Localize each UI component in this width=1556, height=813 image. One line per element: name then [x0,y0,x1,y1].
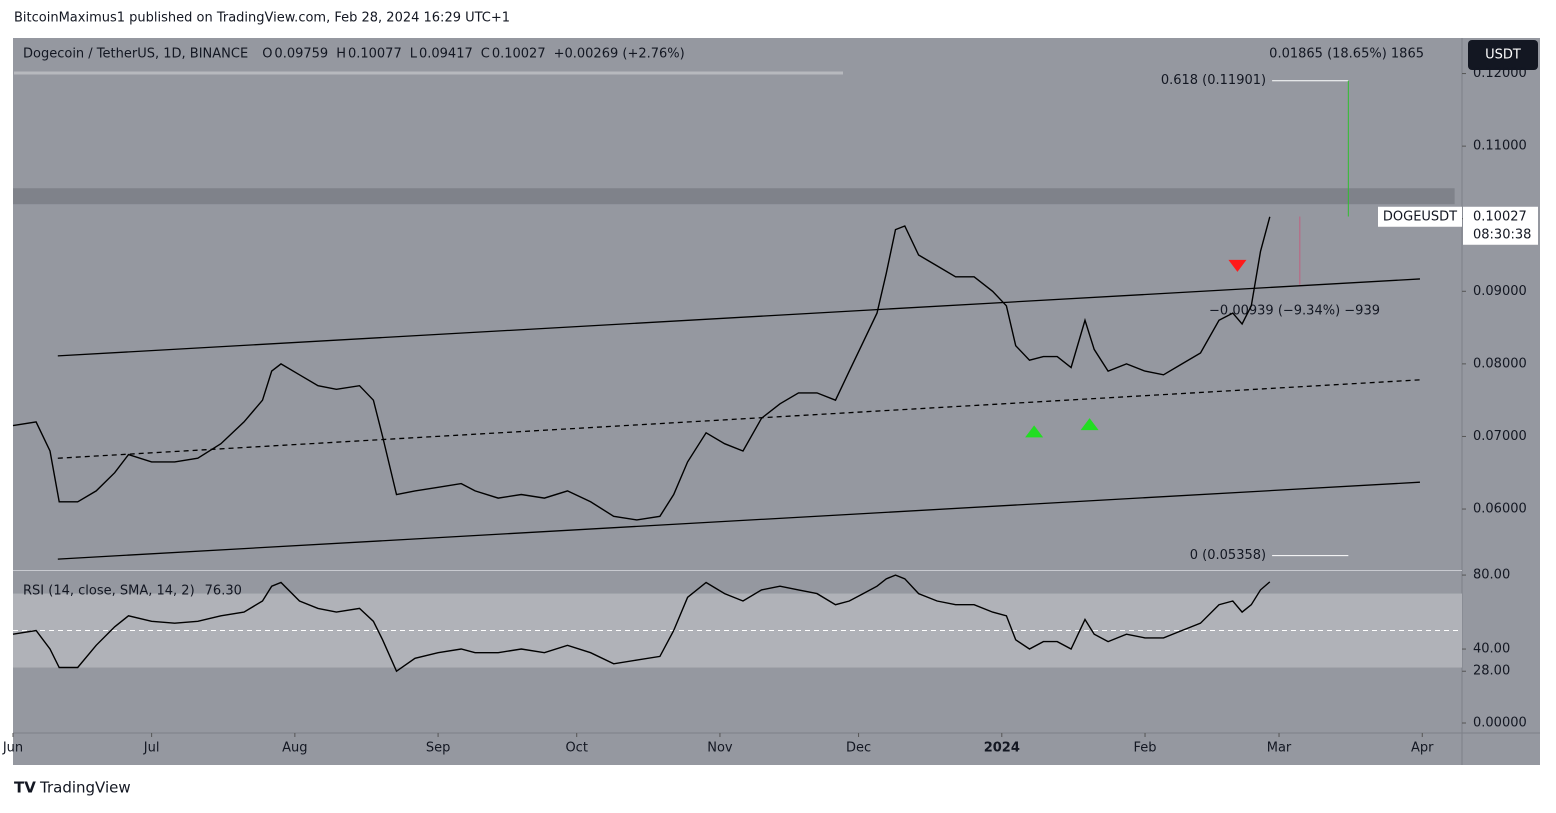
measure-label: 0.01865 (18.65%) 1865 [1269,47,1424,62]
fib-label: 0 (0.05358) [1190,548,1266,563]
ohlc-value: 0.09759 [274,47,328,62]
footer-brand: TradingView [39,779,131,797]
signal-marker [1228,259,1247,272]
signal-marker [1080,418,1099,431]
last-price-bg [1463,206,1538,245]
ohlc-value: 0.09417 [419,47,473,62]
ohlc-key: O [262,47,272,62]
x-tick-label: 2024 [984,741,1020,756]
y-tick-label: 0.06000 [1473,502,1527,517]
ohlc-key: H [336,47,346,62]
x-tick-label: Feb [1134,741,1157,756]
y-tick-label: 0.00000 [1473,716,1527,731]
legend-bg [14,42,844,74]
y-tick-label: 40.00 [1473,642,1510,657]
x-tick-label: Oct [565,741,587,756]
measure-label: −0.00939 (−9.34%) −939 [1209,304,1380,319]
y-tick-label: 80.00 [1473,568,1510,583]
y-tick-label: 0.12000 [1473,66,1527,81]
x-tick-label: Sep [426,741,451,756]
trendline [57,481,1420,560]
ohlc-key: C [481,47,490,62]
ohlc-key: L [410,47,418,62]
y-tick-label: 0.08000 [1473,356,1527,371]
byline: BitcoinMaximus1 published on TradingView… [14,11,510,26]
last-price: 0.10027 [1473,209,1527,224]
currency-button[interactable] [1468,40,1538,70]
rsi-title: RSI (14, close, SMA, 14, 2) [23,584,195,599]
trendline [57,379,1420,459]
fib-label: 0.618 (0.11901) [1161,73,1266,88]
x-tick-label: Jul [143,741,160,756]
symbol-title: Dogecoin / TetherUS, 1D, BINANCE [23,47,248,62]
countdown: 08:30:38 [1473,227,1531,242]
x-tick-label: Jun [2,741,23,756]
ohlc-value: 0.10077 [348,47,402,62]
y-tick-label: 0.09000 [1473,284,1527,299]
ohlc-value: 0.10027 [492,47,546,62]
footer-logo: 𝗧𝗩 [14,779,36,797]
series-line [12,574,1271,673]
y-tick-label: 28.00 [1473,664,1510,679]
currency-label: USDT [1485,48,1521,63]
y-tick-label: 0.07000 [1473,429,1527,444]
last-name: DOGEUSDT [1383,209,1457,224]
last-name-bg [1378,206,1462,227]
x-tick-label: Dec [846,741,871,756]
y-tick-label: 0.11000 [1473,139,1527,154]
trendline [57,278,1420,357]
x-tick-label: Apr [1411,741,1434,756]
series-line [12,216,1271,521]
resistance-zone [13,188,1455,205]
ohlc-change: +0.00269 (+2.76%) [554,47,685,62]
rsi-value: 76.30 [205,584,242,599]
x-tick-label: Aug [282,741,307,756]
signal-marker [1025,425,1044,438]
x-tick-label: Nov [707,741,733,756]
x-tick-label: Mar [1267,741,1292,756]
